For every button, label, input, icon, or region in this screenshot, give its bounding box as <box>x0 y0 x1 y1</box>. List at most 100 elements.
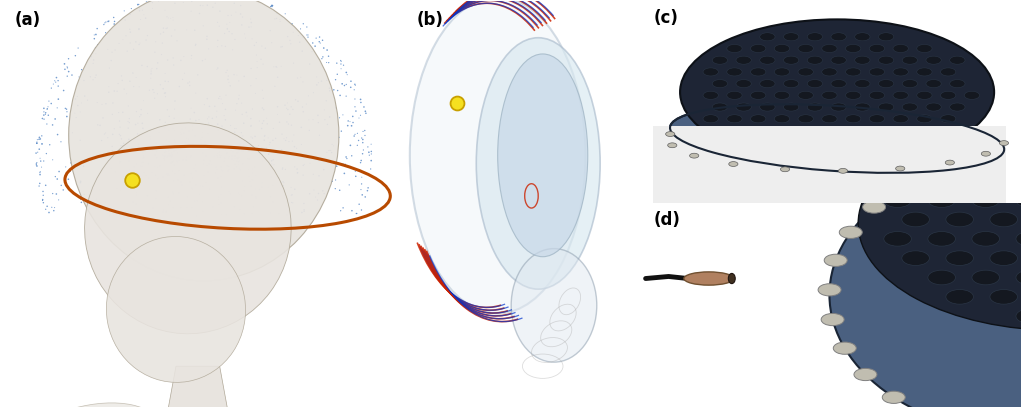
Point <box>115 143 131 149</box>
Point <box>357 110 374 117</box>
Point <box>173 204 189 211</box>
Point <box>179 193 196 200</box>
Point <box>104 131 121 137</box>
Point <box>276 102 293 109</box>
Point <box>226 129 243 135</box>
Point <box>89 122 105 128</box>
Point <box>161 139 177 145</box>
Point <box>350 137 367 144</box>
Point <box>49 104 66 111</box>
Circle shape <box>926 80 941 88</box>
Point <box>76 191 92 197</box>
Point <box>183 0 200 4</box>
Point <box>201 114 217 120</box>
Point <box>88 51 104 57</box>
Point <box>73 180 89 186</box>
Point <box>268 64 285 71</box>
Point <box>187 90 204 96</box>
Point <box>258 148 274 154</box>
Circle shape <box>940 115 955 123</box>
Point <box>206 144 222 150</box>
Point <box>31 146 47 153</box>
Point <box>183 204 200 211</box>
Point <box>221 166 238 173</box>
Point <box>230 92 247 99</box>
Circle shape <box>916 115 932 123</box>
Point <box>106 18 123 25</box>
Point <box>346 133 362 139</box>
Point <box>241 24 257 30</box>
Point <box>262 193 279 200</box>
Point <box>97 130 114 136</box>
Point <box>262 139 279 146</box>
Point <box>311 132 328 139</box>
Point <box>88 72 104 78</box>
Point <box>333 207 349 214</box>
Point <box>165 189 181 195</box>
Point <box>187 42 204 49</box>
Point <box>343 78 359 84</box>
Point <box>35 188 51 195</box>
Point <box>130 136 146 142</box>
FancyBboxPatch shape <box>653 126 1006 203</box>
Point <box>40 112 56 118</box>
Point <box>294 104 310 110</box>
Point <box>231 206 248 213</box>
Point <box>155 142 171 148</box>
Point <box>141 87 158 93</box>
Point <box>189 197 206 204</box>
Point <box>45 81 61 87</box>
Point <box>48 191 65 197</box>
Point <box>233 193 250 199</box>
Point <box>196 172 212 179</box>
Circle shape <box>855 33 870 41</box>
Point <box>39 106 55 113</box>
Point <box>113 178 129 185</box>
Circle shape <box>896 166 905 171</box>
Ellipse shape <box>684 272 733 285</box>
Point <box>361 152 378 158</box>
Point <box>122 40 138 46</box>
Point <box>261 142 278 148</box>
Point <box>234 111 251 118</box>
Circle shape <box>760 56 775 64</box>
Point <box>278 166 294 173</box>
Point <box>218 69 234 76</box>
Text: (d): (d) <box>653 211 680 229</box>
Point <box>131 84 147 90</box>
Point <box>244 176 260 183</box>
Point <box>36 112 52 118</box>
Point <box>243 123 259 130</box>
Point <box>77 93 93 99</box>
Point <box>222 143 239 149</box>
Point <box>255 61 271 67</box>
Point <box>162 198 178 204</box>
Point <box>212 8 228 14</box>
Point <box>33 158 49 164</box>
Circle shape <box>879 80 894 88</box>
Point <box>258 115 274 122</box>
Point <box>195 183 211 190</box>
Circle shape <box>840 226 862 238</box>
Point <box>296 206 312 213</box>
Point <box>164 168 180 175</box>
Point <box>29 140 45 146</box>
Point <box>283 192 299 199</box>
Point <box>89 41 105 48</box>
Point <box>324 178 340 184</box>
Point <box>100 84 117 90</box>
Point <box>187 117 204 124</box>
Point <box>248 52 264 58</box>
Point <box>337 161 353 168</box>
Point <box>219 26 236 33</box>
Point <box>171 83 187 90</box>
Point <box>142 133 159 140</box>
Point <box>190 116 207 123</box>
Point <box>318 47 335 53</box>
Point <box>38 206 54 213</box>
Point <box>209 166 225 173</box>
Circle shape <box>751 115 766 123</box>
Ellipse shape <box>829 152 1024 408</box>
Point <box>156 155 172 162</box>
Point <box>272 18 289 25</box>
